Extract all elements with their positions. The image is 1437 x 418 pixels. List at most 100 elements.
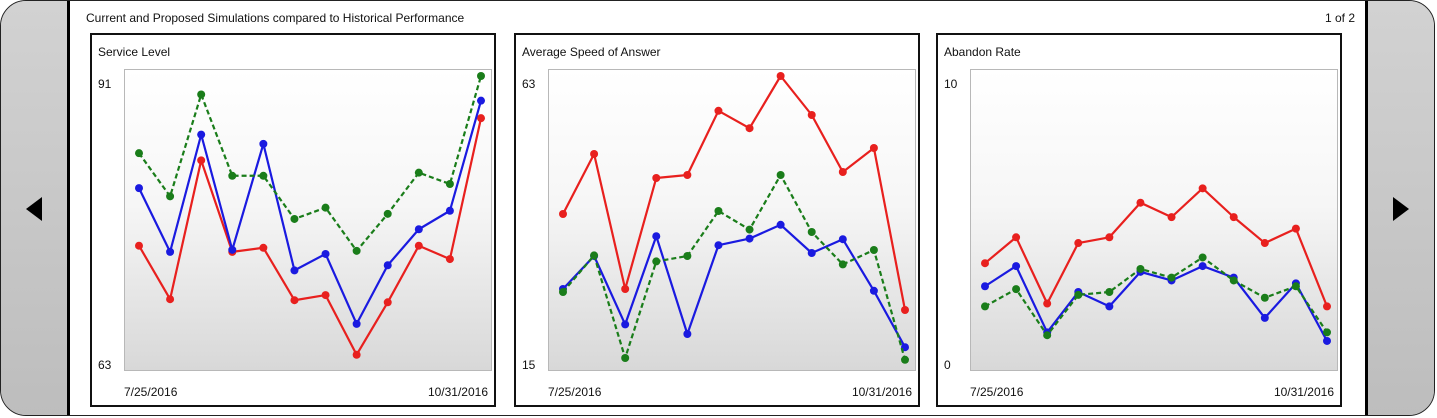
data-point-red	[1043, 299, 1052, 308]
data-point-green	[838, 260, 847, 269]
previous-page-button[interactable]	[1, 1, 70, 415]
data-point-green	[869, 246, 878, 254]
data-point-blue	[383, 261, 392, 270]
data-point-green	[290, 214, 299, 223]
plot-area	[124, 69, 492, 371]
data-point-green	[901, 355, 909, 364]
data-point-blue	[869, 286, 878, 295]
chart-title: Abandon Rate	[944, 45, 1021, 59]
data-point-red	[901, 306, 909, 314]
series-line-red	[138, 117, 483, 356]
data-point-blue	[477, 96, 485, 105]
data-point-red	[683, 171, 692, 179]
data-point-blue	[776, 220, 785, 229]
data-point-red	[1323, 302, 1331, 311]
page-indicator: 1 of 2	[1324, 11, 1355, 25]
data-point-red	[559, 210, 567, 218]
y-min-label: 0	[944, 358, 951, 372]
data-point-blue	[414, 225, 423, 234]
y-max-label: 63	[522, 77, 536, 91]
triangle-right-icon	[1393, 197, 1409, 221]
data-point-green	[1260, 293, 1269, 302]
chart-title: Service Level	[98, 45, 171, 59]
data-point-green	[1198, 253, 1207, 262]
y-min-label: 15	[522, 358, 536, 372]
data-point-blue	[321, 249, 330, 258]
data-point-red	[352, 350, 361, 359]
data-point-red	[445, 255, 454, 264]
data-point-red	[290, 296, 299, 305]
data-point-green	[1167, 273, 1176, 282]
data-point-green	[135, 149, 143, 158]
plot-area	[548, 69, 916, 371]
data-point-red	[714, 106, 723, 115]
data-point-green	[807, 228, 816, 236]
data-point-red	[414, 241, 423, 250]
data-point-blue	[714, 241, 723, 250]
data-point-blue	[197, 130, 206, 139]
x-start-label: 7/25/2016	[548, 385, 602, 399]
data-point-red	[166, 295, 175, 304]
data-point-red	[1229, 213, 1238, 222]
data-point-green	[1012, 285, 1021, 294]
data-point-red	[477, 114, 485, 123]
data-point-red	[869, 144, 878, 152]
x-start-label: 7/25/2016	[124, 385, 178, 399]
data-point-blue	[290, 266, 299, 275]
series-line-red	[562, 74, 907, 311]
data-point-green	[166, 192, 175, 201]
data-point-blue	[1323, 336, 1331, 345]
data-point-red	[135, 241, 143, 250]
data-point-blue	[259, 139, 268, 148]
chart-panel-average-speed-of-answer: Average Speed of Answer 63 15 7/25/2016 …	[514, 33, 920, 407]
data-point-blue	[745, 234, 754, 243]
data-point-green	[559, 288, 567, 296]
next-page-button[interactable]	[1365, 1, 1434, 415]
data-point-blue	[683, 330, 692, 338]
data-point-blue	[652, 232, 661, 241]
data-point-red	[838, 168, 847, 176]
data-point-red	[1105, 233, 1114, 242]
series-line-red	[984, 187, 1329, 307]
data-point-red	[981, 259, 989, 268]
data-point-red	[1198, 184, 1207, 193]
data-point-green	[621, 354, 630, 362]
data-point-red	[197, 156, 206, 165]
data-point-green	[745, 225, 754, 234]
charts-area: Current and Proposed Simulations compare…	[70, 1, 1367, 415]
data-point-blue	[135, 184, 143, 193]
data-point-green	[714, 207, 723, 215]
series-line-blue	[138, 100, 483, 325]
x-end-label: 10/31/2016	[1273, 385, 1334, 399]
data-point-green	[776, 171, 785, 179]
triangle-left-icon	[26, 197, 42, 221]
data-point-blue	[228, 245, 237, 254]
data-point-red	[1260, 239, 1269, 248]
data-point-red	[590, 150, 599, 158]
data-point-green	[683, 252, 692, 260]
data-point-green	[445, 180, 454, 188]
data-point-red	[807, 111, 816, 119]
y-max-label: 91	[98, 77, 112, 91]
data-point-green	[228, 171, 237, 180]
data-point-blue	[807, 249, 816, 257]
y-max-label: 10	[944, 77, 958, 91]
series-line-green	[562, 173, 907, 361]
plot-background	[970, 69, 1338, 371]
data-point-green	[1229, 276, 1238, 285]
series-line-green	[984, 256, 1328, 337]
data-point-green	[1136, 264, 1145, 273]
data-point-red	[259, 243, 268, 252]
x-start-label: 7/25/2016	[970, 385, 1024, 399]
data-point-green	[197, 90, 206, 99]
data-point-green	[1074, 290, 1083, 299]
data-point-blue	[1012, 262, 1021, 271]
data-point-green	[352, 246, 361, 255]
data-point-green	[321, 203, 330, 212]
data-point-green	[259, 171, 268, 180]
data-point-green	[477, 72, 485, 80]
x-end-label: 10/31/2016	[851, 385, 912, 399]
data-point-blue	[1105, 302, 1114, 311]
data-point-green	[1105, 288, 1114, 296]
y-min-label: 63	[98, 358, 112, 372]
